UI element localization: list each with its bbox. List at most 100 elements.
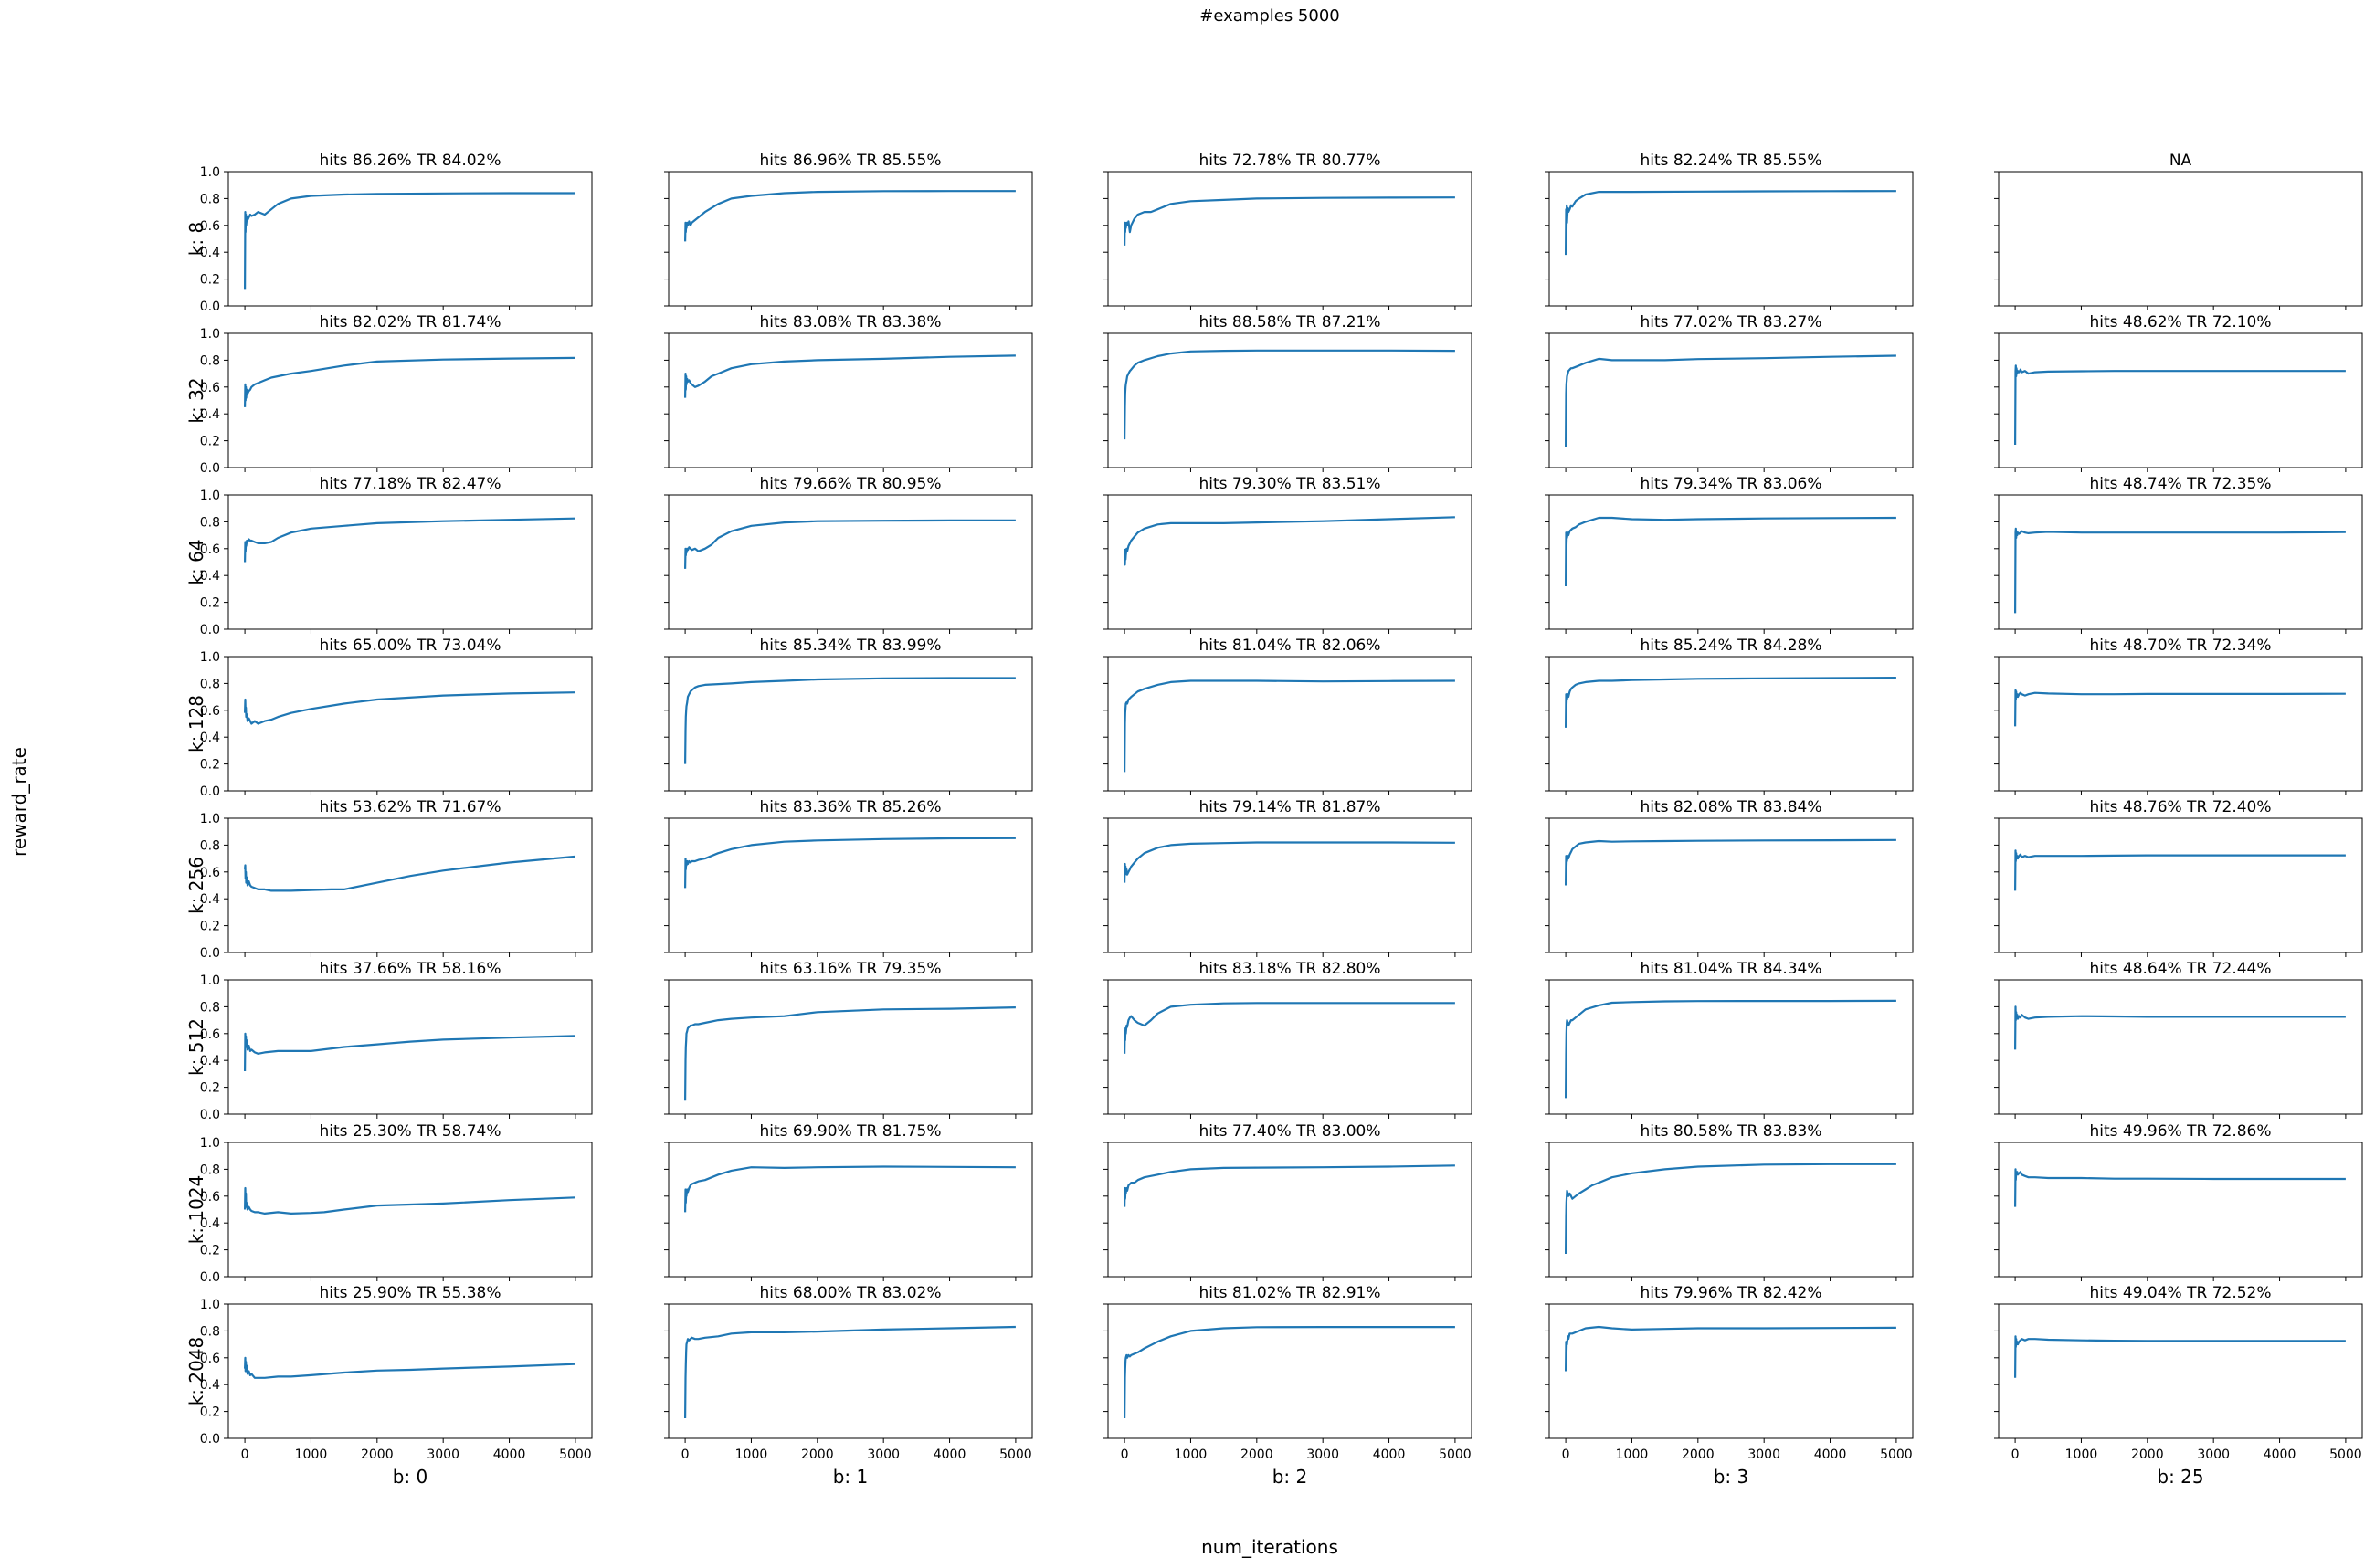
series-line	[244, 192, 575, 290]
ytick-label: 0.0	[200, 300, 220, 314]
xtick-label: 2000	[2131, 1447, 2164, 1462]
axes-frame	[1548, 171, 1914, 307]
subplot-r6-c4: hits 49.96% TR 72.86%	[1994, 1122, 2363, 1281]
subplot-title: hits 81.02% TR 82.91%	[1198, 1284, 1380, 1302]
axes-frame	[1107, 171, 1472, 307]
axes-frame	[1998, 656, 2363, 792]
subplot-title: hits 80.58% TR 83.83%	[1640, 1122, 1821, 1141]
xtick-label: 4000	[1814, 1447, 1847, 1462]
series-line	[1565, 676, 1896, 728]
subplot-title: hits 72.78% TR 80.77%	[1198, 152, 1380, 170]
column-label: b: 1	[833, 1466, 869, 1488]
axes-frame	[668, 1142, 1033, 1278]
axes-frame	[1998, 171, 2363, 307]
series-line	[2014, 1335, 2346, 1378]
series-line	[684, 354, 1016, 398]
subplot-r2-c4: hits 48.74% TR 72.35%	[1994, 475, 2363, 634]
ytick-label: 0.2	[200, 273, 220, 288]
ytick-label: 0.2	[200, 920, 220, 934]
axes-frame	[668, 817, 1033, 953]
series-line	[1565, 190, 1896, 256]
subplot-r6-c0: hits 25.30% TR 58.74% 0.0 0.2 0.4 0.6 0.8 1.0 k…	[185, 1122, 593, 1285]
xtick-label: 1000	[735, 1447, 768, 1462]
xtick-label: 1000	[1616, 1447, 1649, 1462]
series-line	[2014, 689, 2346, 727]
xtick-label: 3000	[2197, 1447, 2230, 1462]
ytick-label: 0.8	[200, 1163, 220, 1177]
ytick-label: 1.0	[200, 327, 220, 342]
subplot-title: hits 48.70% TR 72.34%	[2089, 637, 2271, 655]
subplot-title: hits 79.14% TR 81.87%	[1198, 798, 1380, 816]
series-line	[244, 691, 575, 725]
subplot-title: hits 37.66% TR 58.16%	[319, 960, 501, 978]
axes-frame	[1548, 1303, 1914, 1439]
subplot-title: hits 48.64% TR 72.44%	[2089, 960, 2271, 978]
xtick-label: 5000	[1880, 1447, 1913, 1462]
xtick-label: 2000	[1682, 1447, 1715, 1462]
row-label: k: 256	[185, 857, 207, 914]
ytick-label: 0.0	[200, 946, 220, 961]
subplot-title: hits 86.26% TR 84.02%	[319, 152, 501, 170]
subplot-title: hits 82.08% TR 83.84%	[1640, 798, 1821, 816]
subplot-title: hits 81.04% TR 84.34%	[1640, 960, 1821, 978]
subplot-title: hits 49.96% TR 72.86%	[2089, 1122, 2271, 1141]
subplot-title: hits 53.62% TR 71.67%	[319, 798, 501, 816]
subplot-title: hits 63.16% TR 79.35%	[759, 960, 941, 978]
subplot-r6-c1: hits 69.90% TR 81.75%	[664, 1122, 1033, 1281]
series-line	[244, 356, 575, 407]
subplot-r1-c4: hits 48.62% TR 72.10%	[1994, 313, 2363, 472]
series-line	[1124, 1002, 1455, 1054]
series-line	[2014, 364, 2346, 446]
ytick-label: 1.0	[200, 650, 220, 665]
ytick-label: 0.4	[200, 1378, 220, 1393]
series-line	[244, 1032, 575, 1072]
ytick-label: 0.2	[200, 1244, 220, 1258]
axes-frame	[227, 494, 593, 630]
subplot-title: hits 83.08% TR 83.38%	[759, 313, 941, 331]
series-line	[1565, 838, 1896, 886]
subplot-title: hits 48.62% TR 72.10%	[2089, 313, 2271, 331]
xtick-label: 4000	[493, 1447, 526, 1462]
subplot-title: hits 79.30% TR 83.51%	[1198, 475, 1380, 493]
series-line	[1565, 999, 1896, 1099]
subplot-title: hits 77.02% TR 83.27%	[1640, 313, 1821, 331]
xtick-label: 5000	[1439, 1447, 1472, 1462]
subplot-r7-c1: hits 68.00% TR 83.02% 0 1000 2000 3000 4000 50…	[664, 1284, 1033, 1488]
subplot-r2-c0: hits 77.18% TR 82.47% 0.0 0.2 0.4 0.6 0.8 1.0 k…	[185, 475, 593, 637]
axes-frame	[227, 1142, 593, 1278]
axes-frame	[1998, 494, 2363, 630]
xtick-label: 1000	[1175, 1447, 1208, 1462]
subplot-title: hits 48.76% TR 72.40%	[2089, 798, 2271, 816]
axes-frame	[1107, 332, 1472, 468]
xtick-label: 0	[2011, 1447, 2020, 1462]
ytick-label: 0.8	[200, 353, 220, 368]
xtick-label: 4000	[2264, 1447, 2296, 1462]
xtick-label: 0	[681, 1447, 690, 1462]
subplot-r0-c0: hits 86.26% TR 84.02% 0.0 0.2 0.4 0.6 0.8 1.0 k…	[185, 152, 593, 314]
subplot-grid: hits 86.26% TR 84.02% 0.0 0.2 0.4 0.6 0.8 1.0 k…	[185, 152, 2363, 1488]
ytick-label: 0.0	[200, 623, 220, 637]
ytick-label: 1.0	[200, 973, 220, 988]
column-label: b: 0	[393, 1466, 428, 1488]
subplot-title: hits 79.66% TR 80.95%	[759, 475, 941, 493]
xtick-label: 3000	[427, 1447, 459, 1462]
row-label: k: 8	[185, 222, 207, 256]
subplot-title: hits 81.04% TR 82.06%	[1198, 637, 1380, 655]
subplot-r6-c3: hits 80.58% TR 83.83%	[1545, 1122, 1914, 1281]
subplot-r7-c4: hits 49.04% TR 72.52% 0 1000 2000 3000 4000 50…	[1994, 1284, 2363, 1488]
series-line	[2014, 527, 2346, 614]
ytick-label: 0.6	[200, 866, 220, 880]
subplot-r3-c4: hits 48.70% TR 72.34%	[1994, 637, 2363, 795]
axes-frame	[668, 979, 1033, 1115]
series-line	[244, 1186, 575, 1215]
axes-frame	[227, 1303, 593, 1439]
subplot-title: hits 85.24% TR 84.28%	[1640, 637, 1821, 655]
xtick-label: 5000	[2329, 1447, 2362, 1462]
subplot-r1-c1: hits 83.08% TR 83.38%	[664, 313, 1033, 472]
xtick-label: 1000	[2065, 1447, 2098, 1462]
ytick-label: 0.4	[200, 1216, 220, 1231]
column-label: b: 2	[1272, 1466, 1308, 1488]
axes-frame	[1998, 979, 2363, 1115]
series-line	[1124, 1164, 1455, 1207]
